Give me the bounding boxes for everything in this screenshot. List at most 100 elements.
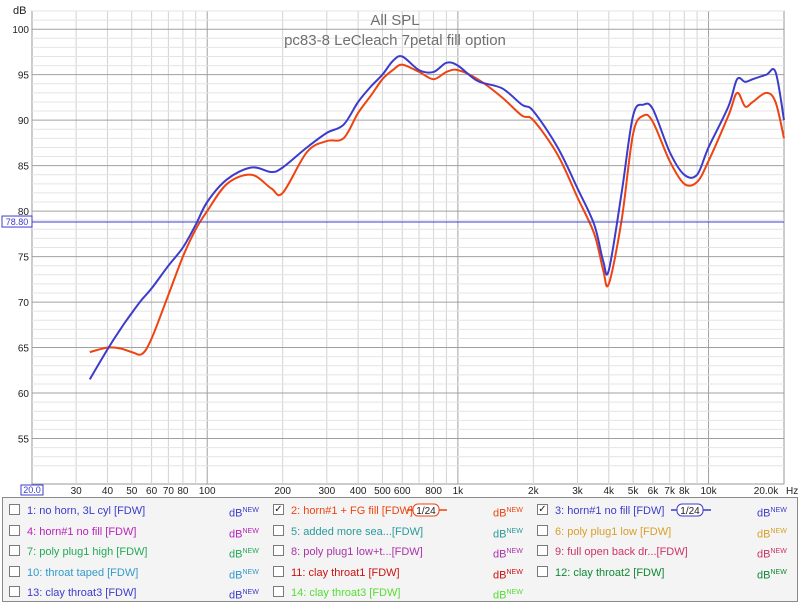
new-label: NEW <box>506 568 523 576</box>
legend-checkbox[interactable] <box>9 545 20 556</box>
smoothing-label: 1/24 <box>680 506 700 517</box>
x-tick-label: 10k <box>700 486 717 497</box>
db-new-link[interactable]: dBNEW <box>493 502 523 523</box>
db-label: dB <box>229 507 243 520</box>
db-new-link[interactable]: dBNEW <box>757 564 787 585</box>
legend-checkbox[interactable] <box>9 504 20 515</box>
y-tick-label: 100 <box>12 25 29 36</box>
new-label: NEW <box>506 527 523 535</box>
db-new-link[interactable]: dBNEW <box>757 523 787 544</box>
legend-item[interactable]: 14: clay throat3 [FDW] dBNEW <box>273 584 531 602</box>
chart-subtitle: pc83-8 LeCleach 7petal fill option <box>284 32 506 49</box>
db-new-link[interactable]: dBNEW <box>229 502 259 523</box>
x-tick-label: 5k <box>628 486 640 497</box>
legend-checkbox[interactable] <box>9 586 20 597</box>
db-new-link[interactable]: dBNEW <box>229 564 259 585</box>
db-label: dB <box>757 569 771 582</box>
legend-checkbox[interactable] <box>537 524 548 536</box>
db-label: dB <box>757 528 771 541</box>
x-tick-label: 30 <box>71 486 83 497</box>
y-tick-label: 75 <box>18 253 30 264</box>
legend-checkbox[interactable] <box>273 586 284 597</box>
db-label: dB <box>229 528 243 541</box>
db-label: dB <box>229 548 243 561</box>
legend-checkbox[interactable] <box>273 524 284 536</box>
y-tick-label: 55 <box>18 435 30 446</box>
db-new-link[interactable]: dBNEW <box>493 564 523 585</box>
legend-checkbox[interactable] <box>537 545 548 556</box>
y-tick-label: 65 <box>18 344 30 355</box>
x-tick-label: 400 <box>350 486 367 497</box>
legend-item[interactable]: 7: poly plug1 high [FDW] dBNEW <box>9 543 267 561</box>
x-tick-label: 50 <box>126 486 138 497</box>
y-tick-label: 85 <box>18 162 30 173</box>
legend-item[interactable]: 13: clay throat3 [FDW] dBNEW <box>9 584 267 602</box>
db-label: dB <box>493 589 507 602</box>
legend-item[interactable]: 11: clay throat1 [FDW] dBNEW <box>273 564 531 582</box>
db-new-link[interactable]: dBNEW <box>493 543 523 564</box>
legend-item[interactable]: ✓ 3: horn#1 no fill [FDW] 1/24 dBNEW <box>537 502 795 520</box>
x-tick-label: 80 <box>177 486 189 497</box>
db-label: dB <box>493 507 507 520</box>
smoothing-label: 1/24 <box>416 506 436 517</box>
y-tick-label: 60 <box>18 389 30 400</box>
legend-label: 7: poly plug1 high [FDW] <box>27 546 148 558</box>
legend-item[interactable]: ✓ 2: horn#1 + FG fill [FDW] 1/24 dBNEW <box>273 502 531 520</box>
db-label: dB <box>229 569 243 582</box>
db-new-link[interactable]: dBNEW <box>229 584 259 605</box>
legend-label: 4: horn#1 no fill [FDW] <box>27 525 137 538</box>
db-new-link[interactable]: dBNEW <box>757 543 787 564</box>
new-label: NEW <box>242 507 259 514</box>
legend-checkbox[interactable] <box>273 545 284 556</box>
x-tick-label: 2k <box>528 486 540 497</box>
legend-item[interactable]: 9: full open back dr...[FDW] dBNEW <box>537 543 795 561</box>
db-new-link[interactable]: dBNEW <box>757 502 787 523</box>
cursor-value-box <box>1 215 33 228</box>
db-label: dB <box>493 548 507 561</box>
legend-checkbox[interactable] <box>9 565 20 577</box>
legend-checkbox[interactable] <box>9 524 20 536</box>
legend-item[interactable]: 10: throat taped [FDW] dBNEW <box>9 564 267 582</box>
legend-checkbox[interactable]: ✓ <box>273 504 284 515</box>
x-axis-unit: Hz <box>786 486 798 497</box>
y-axis-label: dB <box>13 5 26 17</box>
new-label: NEW <box>770 548 787 555</box>
new-label: NEW <box>506 589 523 596</box>
x-tick-label: 8k <box>679 486 691 497</box>
y-tick-label: 95 <box>18 71 30 82</box>
new-label: NEW <box>506 507 523 514</box>
x-tick-label: 500 <box>374 486 391 497</box>
legend-label: 3: horn#1 no fill [FDW] <box>555 505 665 517</box>
y-tick-label: 70 <box>18 298 30 309</box>
db-new-link[interactable]: dBNEW <box>229 523 259 544</box>
db-new-link[interactable]: dBNEW <box>229 543 259 564</box>
legend-item[interactable]: 1: no horn, 3L cyl [FDW] dBNEW <box>9 502 267 520</box>
db-new-link[interactable]: dBNEW <box>493 584 523 605</box>
legend-item[interactable]: 8: poly plug1 low+t...[FDW] dBNEW <box>273 543 531 561</box>
legend-label: 13: clay throat3 [FDW] <box>27 587 137 599</box>
new-label: NEW <box>242 548 259 555</box>
db-label: dB <box>229 589 243 602</box>
legend-item[interactable]: 12: clay throat2 [FDW] dBNEW <box>537 564 795 582</box>
db-new-link[interactable]: dBNEW <box>493 523 523 544</box>
y-gridlines <box>32 10 784 467</box>
x-tick-label: 600 <box>394 486 411 497</box>
x-tick-label: 6k <box>648 486 660 497</box>
chart-title: All SPL <box>370 12 419 29</box>
legend-checkbox[interactable]: ✓ <box>537 504 548 515</box>
legend-item[interactable]: 4: horn#1 no fill [FDW] dBNEW <box>9 523 267 541</box>
smoothing-indicator[interactable]: 1/24 <box>407 502 447 518</box>
legend-label: 1: no horn, 3L cyl [FDW] <box>27 505 146 517</box>
cursor-value-label: 78.80 <box>6 217 29 227</box>
y-tick-labels: 55 60 65 70 75 80 85 90 95 100 <box>12 25 29 445</box>
legend-item[interactable]: 5: added more sea...[FDW] dBNEW <box>273 523 531 541</box>
legend-checkbox[interactable] <box>273 565 284 577</box>
legend-item[interactable]: 6: poly plug1 low [FDW] dBNEW <box>537 523 795 541</box>
legend-checkbox[interactable] <box>537 565 548 577</box>
smoothing-indicator[interactable]: 1/24 <box>671 502 711 518</box>
legend-label: 9: full open back dr...[FDW] <box>555 546 688 558</box>
x-tick-label: 7k <box>664 486 676 497</box>
db-label: dB <box>493 569 507 582</box>
y-tick-label: 90 <box>18 116 30 127</box>
